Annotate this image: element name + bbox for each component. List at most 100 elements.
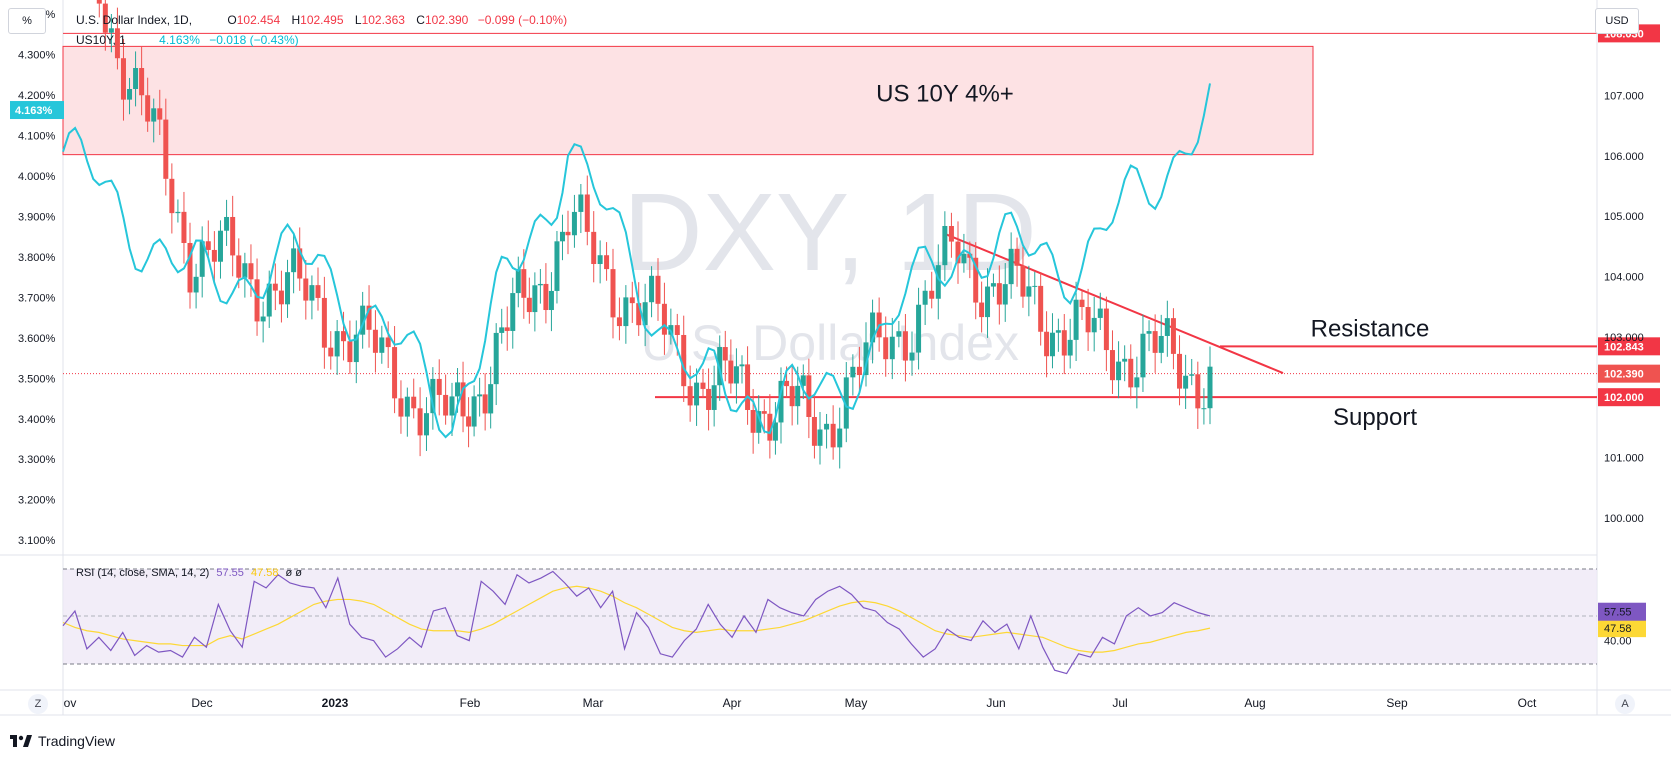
left-axis-tick: 4.000%	[18, 171, 56, 183]
candle-body	[291, 248, 297, 273]
brand-name: TradingView	[38, 733, 116, 749]
candle-body	[127, 89, 133, 100]
candle-body	[199, 241, 205, 277]
candle-body	[554, 241, 560, 291]
candle-body	[745, 364, 751, 410]
left-axis-tick: 4.300%	[18, 50, 56, 62]
candle-body	[700, 382, 706, 389]
left-axis-tick: 3.300%	[18, 454, 56, 466]
zone-label: US 10Y 4%+	[876, 81, 1014, 108]
candle-body	[1164, 318, 1170, 336]
candle-body	[902, 331, 908, 361]
candle-body	[1061, 330, 1067, 356]
auto-scale-button[interactable]: A	[1615, 694, 1635, 714]
candle-body	[430, 378, 436, 414]
candle-body	[315, 285, 321, 298]
right-axis-tick: 104.000	[1604, 272, 1644, 284]
candle-body	[1158, 335, 1164, 353]
candle-body	[477, 394, 483, 397]
candle-body	[863, 342, 869, 376]
right-axis-tick: 107.000	[1604, 91, 1644, 103]
candle-body	[597, 255, 603, 265]
candle-body	[661, 303, 667, 335]
candle-body	[504, 327, 510, 331]
candle-body	[655, 275, 661, 304]
high-label: H	[291, 13, 301, 27]
candle-body	[521, 269, 527, 298]
open-value: 102.454	[236, 13, 281, 27]
left-axis-tick: 3.400%	[18, 414, 56, 426]
candle-body	[772, 422, 778, 441]
resistance-label: Resistance	[1311, 315, 1430, 342]
candle-body	[889, 336, 895, 360]
candle-body	[1207, 366, 1213, 409]
candle-body	[1097, 308, 1103, 318]
right-axis-tick: 100.000	[1604, 513, 1644, 525]
zoom-z-button[interactable]: Z	[28, 694, 48, 714]
candle-body	[217, 230, 223, 262]
candle-body	[711, 385, 717, 410]
candle-body	[784, 380, 790, 387]
candle-body	[1103, 308, 1109, 351]
right-axis-tick: 105.000	[1604, 211, 1644, 223]
rsi-legend-sma: 47.58	[250, 567, 279, 579]
overlay-change: −0.018 (−0.43%)	[209, 33, 299, 47]
candle-body	[1002, 284, 1008, 305]
left-axis-tick: 3.600%	[18, 333, 56, 345]
candle-body	[1170, 318, 1176, 354]
overlay-value: 4.163%	[159, 33, 200, 47]
candle-body	[236, 255, 242, 278]
left-axis-tick: 3.200%	[18, 495, 56, 507]
candle-body	[532, 285, 538, 313]
candle-body	[1085, 307, 1091, 333]
us10y-zone	[62, 45, 1314, 156]
candle-body	[681, 334, 687, 387]
rsi-tag-label: 47.58	[1604, 623, 1632, 635]
candle-body	[1201, 408, 1207, 410]
candle-body	[649, 275, 655, 303]
rsi-legend-label: RSI (14, close, SMA, 14, 2)	[76, 567, 210, 579]
candle-body	[843, 377, 849, 429]
legend-rsi: RSI (14, close, SMA, 14, 2) 57.55 47.58 …	[76, 567, 302, 579]
candle-body	[321, 297, 327, 348]
right-axis-tick: 106.000	[1604, 151, 1644, 163]
candle-body	[108, 28, 114, 33]
left-axis-tick: 3.700%	[18, 292, 56, 304]
candle-body	[674, 325, 680, 335]
candle-body	[817, 429, 823, 446]
candle-body	[1008, 248, 1014, 285]
candle-body	[248, 263, 254, 280]
candle-body	[979, 302, 985, 318]
candle-body	[417, 408, 423, 436]
candle-body	[436, 378, 442, 395]
candle-body	[1049, 332, 1055, 357]
left-unit-button[interactable]: %	[8, 8, 46, 34]
candle-body	[687, 386, 693, 406]
candle-body	[278, 290, 284, 305]
left-unit-label: %	[22, 15, 32, 27]
candle-body	[404, 396, 410, 417]
left-axis-tick: 4.100%	[18, 131, 56, 143]
candle-body	[379, 337, 385, 353]
candle-body	[510, 293, 516, 331]
right-unit-button[interactable]: USD	[1595, 8, 1639, 34]
candle-body	[392, 347, 398, 399]
candle-body	[733, 366, 739, 384]
candle-body	[1026, 286, 1032, 297]
candle-body	[922, 290, 928, 305]
high-value: 102.495	[300, 13, 344, 27]
candle-body	[297, 248, 303, 279]
x-axis-tick: Aug	[1244, 696, 1265, 710]
candle-body	[211, 249, 217, 262]
right-axis-tick: 101.000	[1604, 453, 1644, 465]
candle-body	[526, 297, 532, 313]
legend-symbol: U.S. Dollar Index, 1D,	[76, 13, 193, 27]
candle-body	[1038, 285, 1044, 332]
candle-body	[272, 283, 278, 291]
candle-body	[366, 305, 372, 330]
left-axis-tick: 3.500%	[18, 373, 56, 385]
candle-body	[996, 283, 1002, 305]
brand[interactable]: TradingView	[10, 733, 115, 749]
right-price-tag-label: 102.390	[1604, 369, 1644, 381]
